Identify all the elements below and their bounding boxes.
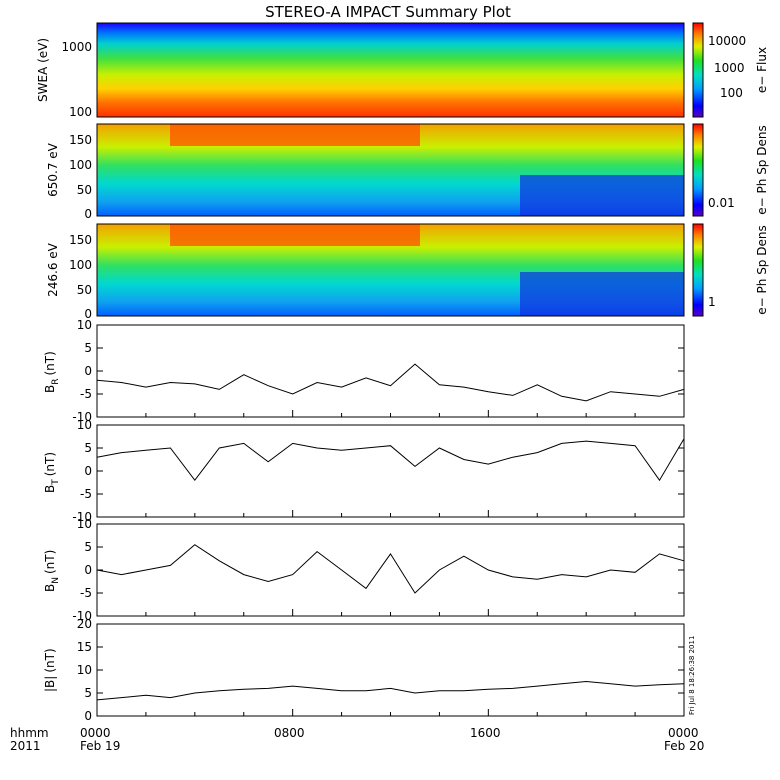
swea-ylabel: SWEA (eV)	[36, 38, 50, 102]
ytick-label: 5	[84, 686, 92, 700]
axis-label-hhmm: hhmm	[10, 726, 49, 740]
pad650-cbar-label: e− Ph Sp Dens	[755, 125, 769, 214]
panel-3-group: 20 15 10 5 0 |B| (nT)	[43, 617, 685, 723]
ylabel-unit: (nT)	[43, 550, 57, 574]
ytick-label: 5	[84, 341, 92, 355]
ytick-label: 0	[84, 464, 92, 478]
pad650-colorbar	[692, 123, 704, 217]
pad650-hot-band	[170, 124, 420, 146]
ytick-label: -5	[80, 586, 92, 600]
pad650-cbar-tick: 0.01	[708, 196, 735, 210]
ytick-label: -10	[72, 609, 92, 623]
pad246-hot-band	[170, 224, 420, 246]
panel-frame	[96, 623, 685, 717]
ytick-label: 0	[84, 364, 92, 378]
ytick-label: -10	[72, 510, 92, 524]
swea-heatmap	[97, 23, 684, 117]
swea-frame	[96, 22, 685, 118]
swea-cbar-tick-100: 100	[720, 86, 743, 100]
pad650-ytick-50: 50	[77, 183, 92, 197]
ytick-label: -5	[80, 387, 92, 401]
ylabel-subscript: N	[51, 577, 61, 584]
ytick-label: 0	[84, 563, 92, 577]
ylabel-main: |B|	[43, 676, 57, 692]
ytick-label: 10	[77, 663, 92, 677]
panel-ylabel: BN (nT)	[43, 550, 61, 592]
panel-ylabel: |B| (nT)	[43, 648, 57, 692]
panel-pad-650: 150 100 50 0 650.7 eV 0.01 e− Ph Sp Dens	[46, 123, 769, 221]
pad650-frame	[96, 123, 685, 217]
pad650-ytick-0: 0	[84, 207, 92, 221]
swea-ytick-1000: 1000	[61, 40, 92, 54]
pad246-ytick-0: 0	[84, 307, 92, 321]
pad246-ytick-100: 100	[69, 258, 92, 272]
swea-cbar-tick-10000: 10000	[708, 34, 746, 48]
time-axis: 0000 0800 1600 0000 Feb 19 Feb 20 hhmm 2…	[10, 636, 704, 753]
pad246-low-region	[520, 272, 684, 316]
ytick-label: -5	[80, 487, 92, 501]
data-trace	[96, 544, 685, 594]
pad246-ylabel: 246.6 eV	[46, 242, 60, 297]
panel-ylabel: BT (nT)	[43, 452, 61, 493]
ytick-label: 20	[77, 617, 92, 631]
date-right: Feb 20	[664, 739, 704, 753]
ylabel-main: B	[43, 584, 57, 592]
panel-frame	[96, 324, 685, 418]
ylabel-unit: (nT)	[43, 351, 57, 375]
swea-colorbar	[692, 22, 704, 118]
pad246-colorbar	[692, 223, 704, 317]
swea-ytick-100: 100	[69, 105, 92, 119]
date-left: Feb 19	[80, 739, 120, 753]
panel-0-group: 10 5 0 -5 -10 BR (nT)	[43, 318, 685, 424]
panel-frame	[96, 523, 685, 617]
ytick-label: 10	[77, 318, 92, 332]
data-trace	[96, 438, 685, 482]
panel-pad-246: 150 100 50 0 246.6 eV 1 e− Ph Sp Dens	[46, 223, 769, 321]
ytick-label: 5	[84, 441, 92, 455]
time-tick-0000-end: 0000	[668, 726, 699, 740]
swea-cbar-label: e− Flux	[755, 47, 769, 93]
panel-1-group: 10 5 0 -5 -10 BT (nT)	[43, 418, 685, 524]
pad246-ytick-50: 50	[77, 283, 92, 297]
pad650-ytick-100: 100	[69, 158, 92, 172]
pad246-cbar-label: e− Ph Sp Dens	[755, 225, 769, 314]
ylabel-subscript: T	[51, 479, 61, 486]
pad246-frame	[96, 223, 685, 317]
ylabel-subscript: R	[51, 379, 61, 385]
panel-ylabel: BR (nT)	[43, 351, 61, 393]
ytick-label: 5	[84, 540, 92, 554]
data-trace	[96, 363, 685, 402]
ylabel-unit: (nT)	[43, 452, 57, 476]
ylabel-unit: (nT)	[43, 648, 57, 672]
panel-swea: 1000 100 SWEA (eV) 10000 1000 100 e− Flu…	[36, 22, 769, 119]
swea-cbar-tick-1000: 1000	[714, 61, 745, 75]
time-tick-1600: 1600	[470, 726, 501, 740]
pad650-ytick-150: 150	[69, 133, 92, 147]
pad246-ytick-150: 150	[69, 233, 92, 247]
pad650-low-region	[520, 175, 684, 216]
ytick-label: -10	[72, 410, 92, 424]
generation-stamp: Fri Jul 8 18:26:38 2011	[688, 636, 696, 715]
pad246-cbar-tick: 1	[708, 295, 716, 309]
ytick-label: 10	[77, 418, 92, 432]
time-tick-0800: 0800	[274, 726, 305, 740]
ytick-label: 15	[77, 640, 92, 654]
ylabel-main: B	[43, 485, 57, 493]
panel-2-group: 10 5 0 -5 -10 BN (nT)	[43, 517, 685, 623]
panel-frame	[96, 424, 685, 518]
ytick-label: 10	[77, 517, 92, 531]
magnetic-field-panels: 1050-5-10BR(nT)1050-5-10BT(nT)1050-5-10B…	[43, 318, 685, 723]
axis-label-year: 2011	[10, 739, 41, 753]
time-tick-0000-start: 0000	[80, 726, 111, 740]
ytick-label: 0	[84, 709, 92, 723]
data-trace	[96, 680, 685, 701]
plot-title: STEREO-A IMPACT Summary Plot	[265, 3, 511, 21]
ylabel-main: B	[43, 385, 57, 393]
pad650-ylabel: 650.7 eV	[46, 142, 60, 197]
